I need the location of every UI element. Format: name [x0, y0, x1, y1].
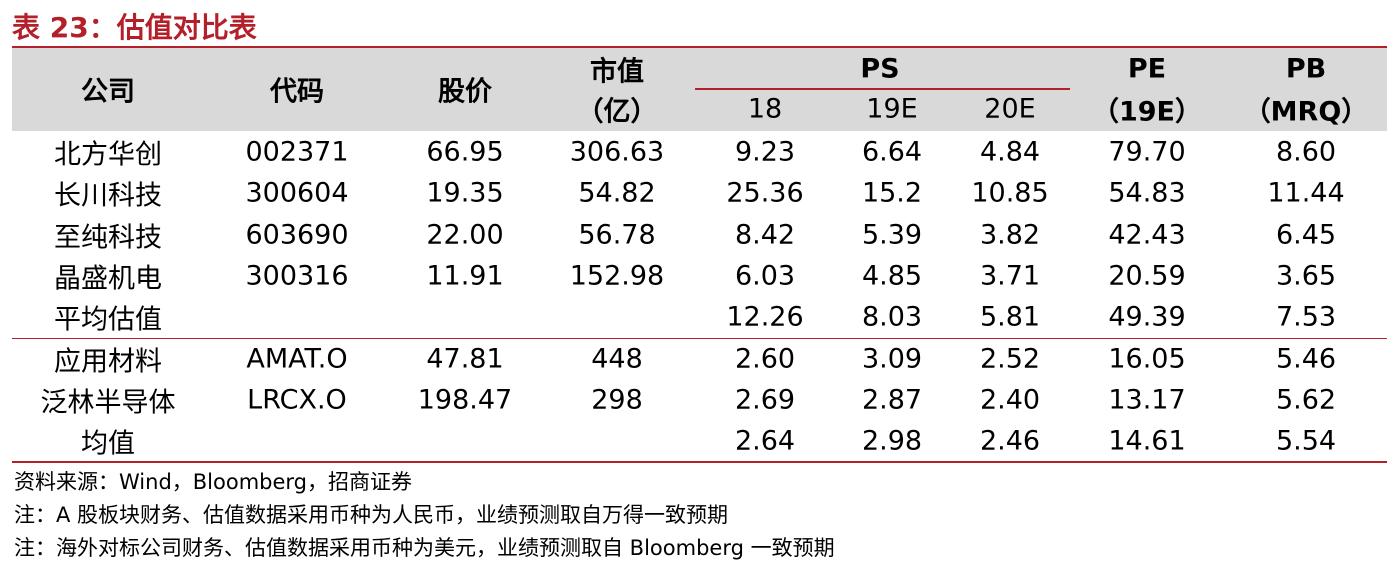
value-cell: 20.59 [1108, 260, 1186, 292]
header-cell: PE [1127, 53, 1167, 85]
value-cell: 42.43 [1108, 219, 1186, 251]
value-cell: 7.53 [1275, 301, 1337, 333]
rule [12, 461, 1387, 463]
value-cell: 11.91 [426, 260, 504, 292]
value-cell: 5.54 [1275, 425, 1337, 457]
rule [12, 46, 1387, 48]
group-rule [12, 338, 1387, 339]
value-cell: 2.87 [861, 384, 923, 416]
table-title: 表 23：估值对比表 [12, 11, 257, 44]
value-cell: 2.40 [979, 384, 1041, 416]
value-cell: 25.36 [726, 177, 804, 209]
value-cell: 298 [591, 384, 643, 416]
value-cell: 3.82 [979, 219, 1041, 251]
header-cell: 19E [866, 93, 918, 125]
value-cell: 47.81 [426, 343, 504, 374]
header-cell: （19E） [1091, 96, 1203, 128]
ps-rule [695, 88, 1070, 90]
value-cell: 4.85 [861, 260, 923, 292]
value-cell: 300316 [245, 260, 349, 292]
note: 资料来源：Wind，Bloomberg，招商证券 [14, 470, 413, 494]
header-cell: （MRQ） [1243, 96, 1369, 128]
note: 注：A 股板块财务、估值数据采用币种为人民币，业绩预测取自万得一致预期 [14, 503, 729, 527]
value-cell: 56.78 [578, 219, 656, 251]
company-cell: 北方华创 [54, 139, 162, 171]
company-cell: 晶盛机电 [54, 263, 162, 295]
company-cell: 均值 [81, 428, 135, 460]
value-cell: 66.95 [426, 136, 504, 168]
value-cell: 19.35 [426, 177, 504, 209]
value-cell: 5.81 [979, 301, 1041, 333]
value-cell: 5.62 [1275, 384, 1337, 416]
value-cell: 13.17 [1108, 384, 1186, 416]
value-cell: 448 [591, 343, 643, 374]
header-cell: 20E [984, 93, 1036, 125]
value-cell: 54.82 [578, 177, 656, 209]
company-cell: 泛林半导体 [40, 387, 176, 419]
value-cell: 16.05 [1108, 343, 1186, 374]
value-cell: 49.39 [1108, 301, 1186, 333]
value-cell: 8.60 [1275, 136, 1337, 168]
value-cell: 300604 [245, 177, 349, 209]
value-cell: 14.61 [1108, 425, 1186, 457]
value-cell: 6.64 [861, 136, 923, 168]
value-cell: 79.70 [1108, 136, 1186, 168]
header-cell: 市值 [590, 56, 644, 88]
company-cell: 至纯科技 [54, 222, 162, 254]
value-cell: 15.2 [861, 177, 923, 209]
value-cell: 3.71 [979, 260, 1041, 292]
value-cell: 152.98 [569, 260, 665, 292]
value-cell: 603690 [245, 219, 349, 251]
header-cell: 股价 [438, 76, 492, 108]
value-cell: 8.42 [734, 219, 796, 251]
value-cell: 2.69 [734, 384, 796, 416]
value-cell: 2.64 [734, 425, 796, 457]
value-cell: 12.26 [726, 301, 804, 333]
value-cell: 306.63 [569, 136, 665, 168]
value-cell: 4.84 [979, 136, 1041, 168]
value-cell: 2.98 [861, 425, 923, 457]
header-cell: 代码 [270, 76, 324, 108]
note: 注：海外对标公司财务、估值数据采用币种为美元，业绩预测取自 Bloomberg … [14, 536, 835, 560]
company-cell: 长川科技 [54, 180, 162, 212]
header-cell: PS [860, 53, 900, 85]
value-cell: 22.00 [426, 219, 504, 251]
value-cell: 9.23 [734, 136, 796, 168]
value-cell: 11.44 [1267, 177, 1345, 209]
header-cell: 18 [747, 93, 783, 125]
value-cell: 3.09 [861, 343, 923, 374]
header-cell: PB [1285, 53, 1327, 85]
company-cell: 应用材料 [54, 346, 162, 377]
value-cell: 10.85 [971, 177, 1049, 209]
value-cell: 5.39 [861, 219, 923, 251]
value-cell: 6.03 [734, 260, 796, 292]
value-cell: 2.60 [734, 343, 796, 374]
company-cell: 平均估值 [54, 304, 162, 336]
value-cell: 002371 [245, 136, 349, 168]
value-cell: LRCX.O [247, 384, 347, 416]
value-cell: 5.46 [1275, 343, 1337, 374]
value-cell: 198.47 [417, 384, 513, 416]
value-cell: 3.65 [1275, 260, 1337, 292]
header-cell: 公司 [81, 76, 135, 108]
value-cell: AMAT.O [246, 343, 348, 374]
value-cell: 2.46 [979, 425, 1041, 457]
value-cell: 8.03 [861, 301, 923, 333]
value-cell: 54.83 [1108, 177, 1186, 209]
header-cell: （亿） [576, 96, 658, 128]
value-cell: 6.45 [1275, 219, 1337, 251]
value-cell: 2.52 [979, 343, 1041, 374]
